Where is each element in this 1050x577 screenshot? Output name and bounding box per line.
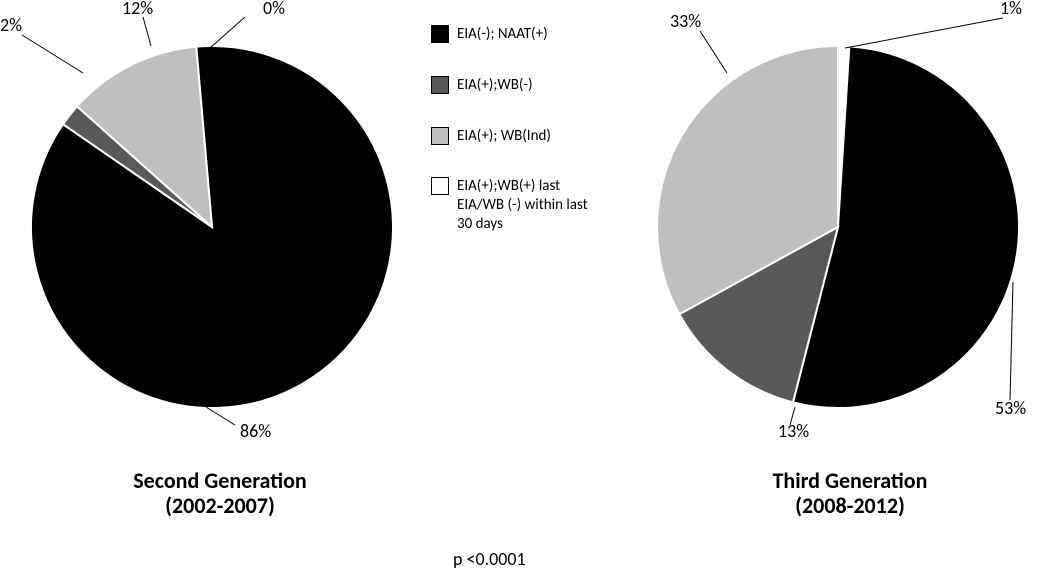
chart-title-left: Second Generation (2002-2007) bbox=[50, 468, 390, 519]
callout-label: 53% bbox=[995, 397, 1026, 419]
legend-item: EIA(+);WB(+) last EIA/WB (-) within last… bbox=[431, 177, 631, 233]
legend-label: EIA(-); NAAT(+) bbox=[457, 25, 548, 44]
legend-label: EIA(+);WB(+) last EIA/WB (-) within last… bbox=[457, 177, 588, 233]
chart-title-right: Third Generation (2008-2012) bbox=[680, 468, 1020, 519]
legend-label: EIA(+);WB(-) bbox=[457, 76, 533, 95]
legend-swatch bbox=[431, 177, 449, 195]
callout-line bbox=[700, 31, 727, 73]
callout-line bbox=[845, 18, 1003, 48]
legend-swatch bbox=[431, 76, 449, 94]
legend-item: EIA(+); WB(Ind) bbox=[431, 127, 631, 146]
p-value: p <0.0001 bbox=[453, 548, 526, 570]
legend-item: EIA(+);WB(-) bbox=[431, 76, 631, 95]
callout-label: 33% bbox=[670, 10, 701, 32]
callout-line bbox=[1010, 282, 1013, 400]
legend-label: EIA(+); WB(Ind) bbox=[457, 127, 551, 146]
legend-swatch bbox=[431, 25, 449, 43]
callout-label: 13% bbox=[778, 420, 809, 442]
legend-swatch bbox=[431, 127, 449, 145]
callout-label: 1% bbox=[1000, 0, 1022, 19]
legend-item: EIA(-); NAAT(+) bbox=[431, 25, 631, 44]
legend: EIA(-); NAAT(+) EIA(+);WB(-) EIA(+); WB(… bbox=[431, 25, 631, 266]
